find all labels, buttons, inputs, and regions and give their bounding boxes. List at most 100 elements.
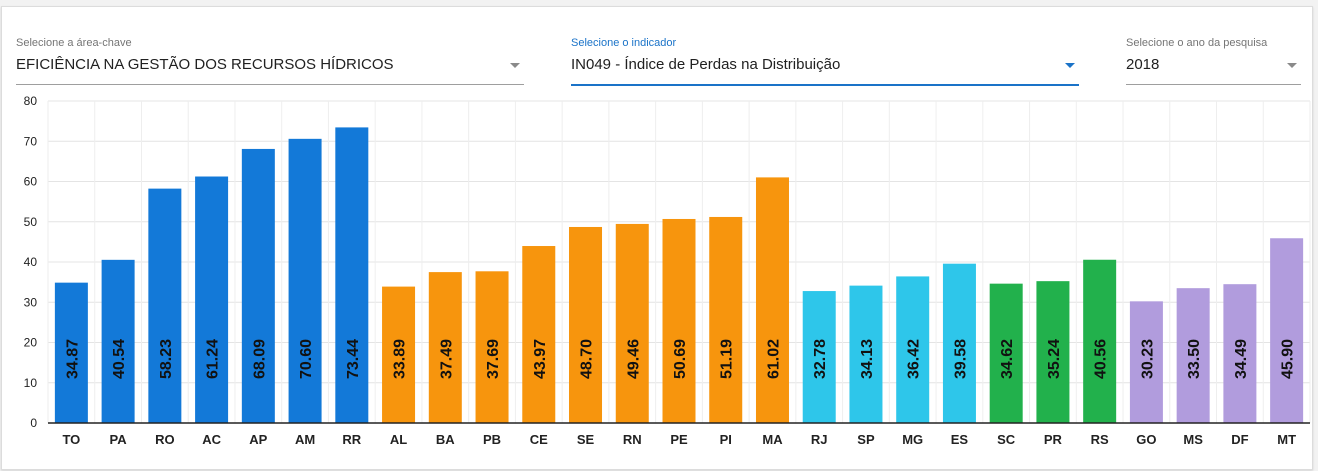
- y-tick-label: 80: [24, 94, 38, 108]
- x-tick-label: MS: [1183, 432, 1203, 447]
- x-tick-label: RJ: [811, 432, 828, 447]
- x-tick-label: RO: [155, 432, 175, 447]
- bar-value-label: 49.46: [625, 339, 642, 379]
- bar-ms[interactable]: [1176, 288, 1210, 423]
- x-tick-label: DF: [1231, 432, 1248, 447]
- y-tick-label: 30: [24, 295, 38, 309]
- bar-sc[interactable]: [989, 283, 1023, 423]
- bar-ba[interactable]: [428, 272, 462, 423]
- x-tick-label: MA: [762, 432, 783, 447]
- bar-pe[interactable]: [662, 218, 696, 423]
- y-tick-label: 20: [24, 336, 38, 350]
- bar-mt[interactable]: [1270, 238, 1304, 423]
- bar-rs[interactable]: [1083, 259, 1117, 423]
- chevron-down-icon[interactable]: [1065, 63, 1075, 68]
- x-tick-label: GO: [1136, 432, 1156, 447]
- bar-rr[interactable]: [335, 127, 369, 424]
- bar-value-label: 33.50: [1186, 339, 1203, 379]
- x-tick-label: PB: [483, 432, 501, 447]
- bar-al[interactable]: [382, 286, 416, 423]
- bar-to[interactable]: [54, 282, 88, 423]
- bar-value-label: 32.78: [812, 339, 829, 379]
- bar-value-label: 37.69: [485, 339, 502, 379]
- bar-value-label: 36.42: [906, 339, 923, 379]
- x-tick-label: ES: [951, 432, 969, 447]
- bar-mg[interactable]: [896, 276, 930, 423]
- bar-es[interactable]: [942, 263, 976, 423]
- bar-value-label: 34.49: [1233, 339, 1250, 379]
- year-filter-value: 2018: [1126, 56, 1160, 73]
- y-tick-label: 0: [30, 416, 37, 430]
- x-tick-label: MG: [902, 432, 923, 447]
- bar-value-label: 39.58: [952, 339, 969, 379]
- bar-go[interactable]: [1129, 301, 1163, 423]
- bar-ap[interactable]: [241, 148, 275, 423]
- bar-am[interactable]: [288, 138, 322, 423]
- bar-value-label: 45.90: [1280, 339, 1297, 379]
- bar-pa[interactable]: [101, 259, 135, 423]
- x-tick-label: PR: [1044, 432, 1063, 447]
- bar-rj[interactable]: [802, 291, 836, 423]
- bar-value-label: 40.54: [111, 339, 128, 379]
- bar-value-label: 40.56: [1093, 339, 1110, 379]
- indicator-filter-select[interactable]: Selecione o indicador IN049 - Índice de …: [571, 29, 1079, 86]
- x-tick-label: PA: [110, 432, 128, 447]
- bar-rn[interactable]: [615, 223, 649, 423]
- x-tick-label: MT: [1277, 432, 1296, 447]
- bar-value-label: 73.44: [345, 339, 362, 379]
- bar-value-label: 48.70: [579, 339, 596, 379]
- bar-value-label: 30.23: [1139, 339, 1156, 379]
- bar-value-label: 43.97: [532, 339, 549, 379]
- x-tick-label: SC: [997, 432, 1016, 447]
- bar-ac[interactable]: [195, 176, 229, 423]
- bar-value-label: 34.62: [999, 339, 1016, 379]
- chevron-down-icon[interactable]: [1287, 63, 1297, 68]
- indicator-filter-underline: [571, 84, 1079, 86]
- x-tick-label: PI: [720, 432, 732, 447]
- bar-value-label: 58.23: [158, 339, 175, 379]
- y-tick-label: 50: [24, 215, 38, 229]
- x-tick-label: AM: [295, 432, 315, 447]
- x-tick-label: BA: [436, 432, 455, 447]
- bar-ce[interactable]: [522, 246, 556, 423]
- y-tick-label: 10: [24, 376, 38, 390]
- x-tick-label: RN: [623, 432, 642, 447]
- bar-value-label: 51.19: [719, 339, 736, 379]
- bar-value-label: 68.09: [251, 339, 268, 379]
- indicator-filter-value: IN049 - Índice de Perdas na Distribuição: [571, 56, 841, 73]
- x-tick-label: AC: [202, 432, 221, 447]
- bar-value-label: 61.24: [205, 339, 222, 379]
- x-tick-label: RS: [1091, 432, 1109, 447]
- x-tick-label: CE: [530, 432, 548, 447]
- bar-pb[interactable]: [475, 271, 509, 423]
- bar-pr[interactable]: [1036, 281, 1070, 423]
- area-filter-value: EFICIÊNCIA NA GESTÃO DOS RECURSOS HÍDRIC…: [16, 56, 394, 73]
- bar-ro[interactable]: [148, 188, 182, 423]
- bar-pi[interactable]: [709, 216, 743, 423]
- y-tick-label: 70: [24, 134, 38, 148]
- x-tick-label: SP: [857, 432, 875, 447]
- bar-value-label: 34.87: [64, 339, 81, 379]
- chevron-down-icon[interactable]: [510, 63, 520, 68]
- bar-df[interactable]: [1223, 284, 1257, 423]
- bar-se[interactable]: [569, 226, 603, 423]
- x-tick-label: AP: [249, 432, 267, 447]
- bar-sp[interactable]: [849, 285, 883, 423]
- bar-value-label: 34.13: [859, 339, 876, 379]
- area-filter-underline: [16, 84, 524, 85]
- bar-value-label: 37.49: [438, 339, 455, 379]
- area-filter-select[interactable]: Selecione a área-chave EFICIÊNCIA NA GES…: [16, 29, 524, 85]
- bar-value-label: 50.69: [672, 339, 689, 379]
- y-tick-label: 40: [24, 255, 38, 269]
- x-tick-label: SE: [577, 432, 595, 447]
- year-filter-select[interactable]: Selecione o ano da pesquisa 2018: [1126, 29, 1301, 85]
- bar-value-label: 35.24: [1046, 339, 1063, 379]
- bar-value-label: 33.89: [392, 339, 409, 379]
- y-tick-label: 60: [24, 175, 38, 189]
- bar-value-label: 61.02: [765, 339, 782, 379]
- x-tick-label: RR: [342, 432, 361, 447]
- bar-value-label: 70.60: [298, 339, 315, 379]
- bar-ma[interactable]: [755, 177, 789, 423]
- x-tick-label: AL: [390, 432, 407, 447]
